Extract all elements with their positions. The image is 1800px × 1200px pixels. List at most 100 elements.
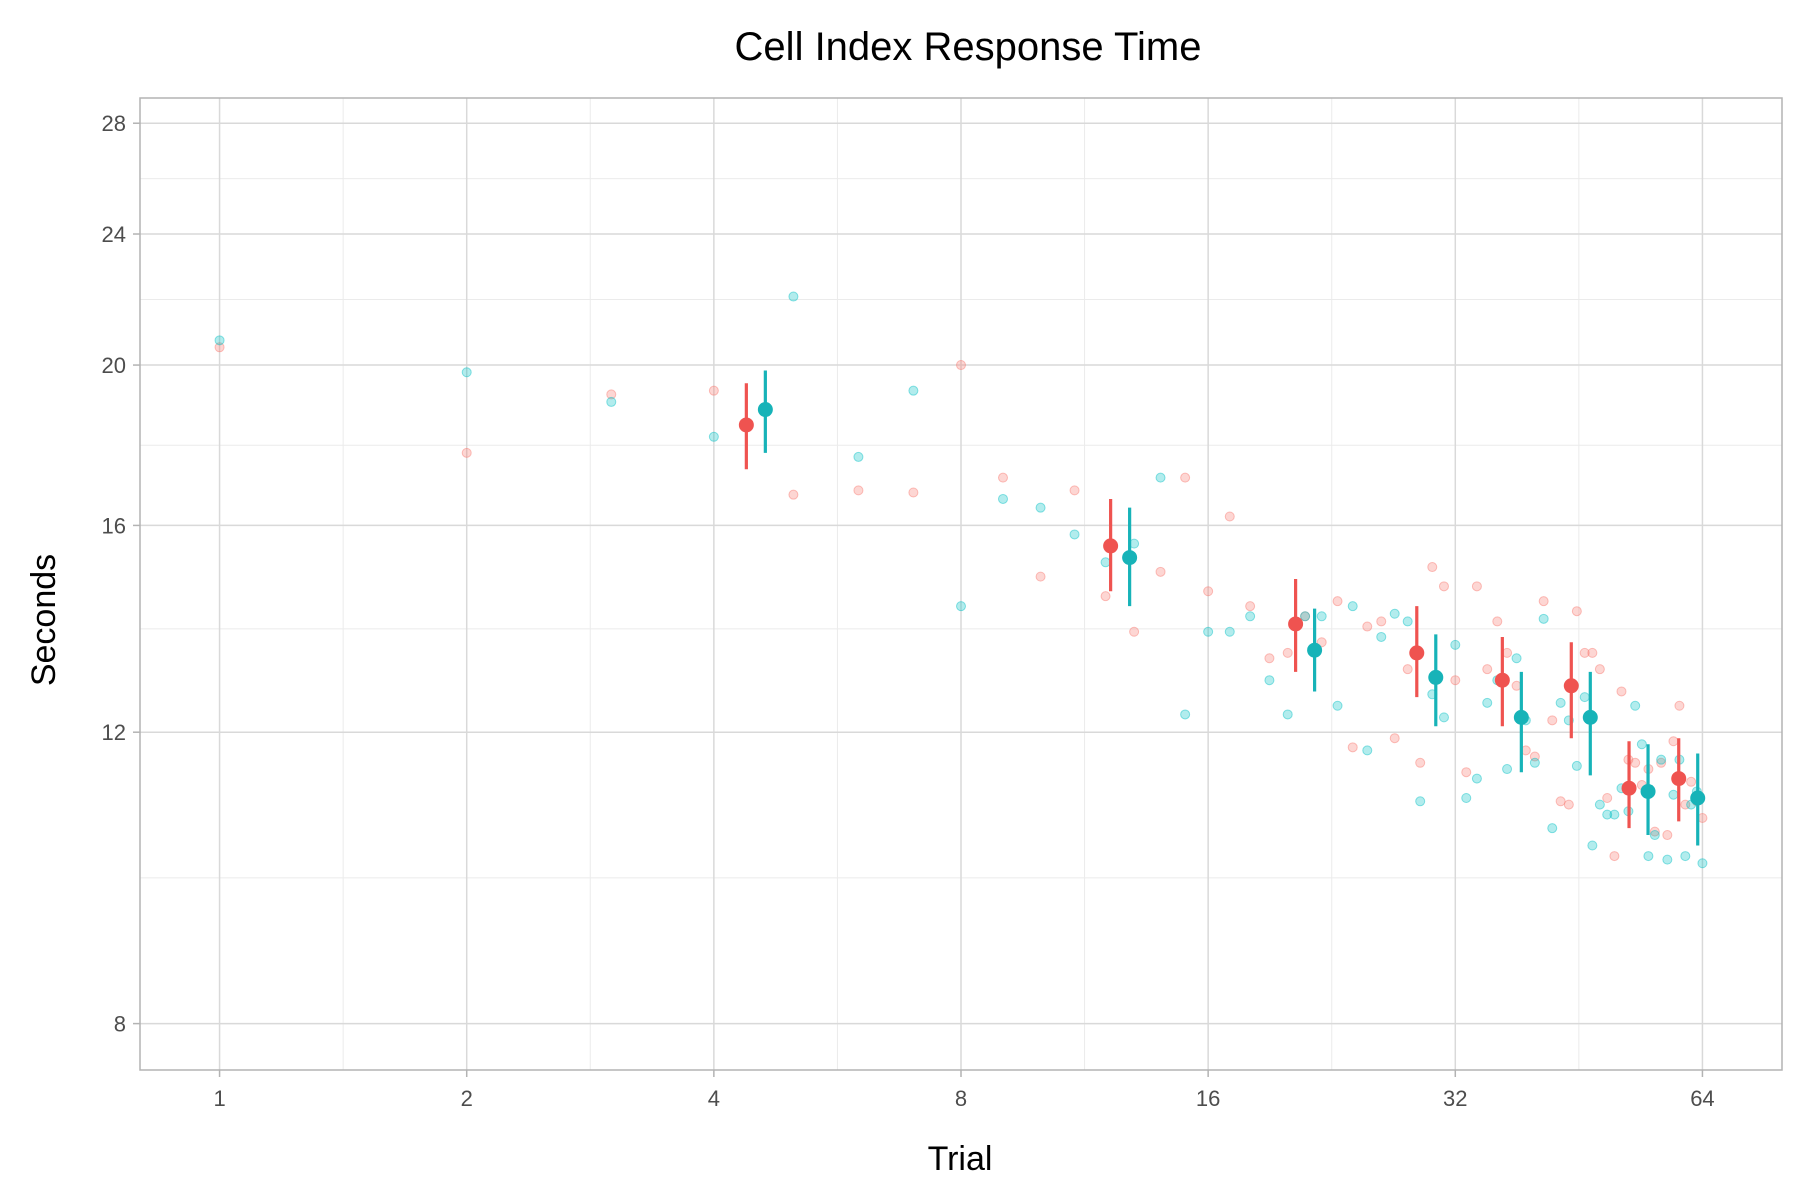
data-point [1282,647,1293,658]
data-point [1529,757,1540,768]
data-point [853,451,864,462]
data-point [1402,664,1413,675]
data-point [1587,647,1598,658]
data-point [1502,764,1513,775]
summary-point [1103,538,1119,554]
data-point [1155,472,1166,483]
data-point [1100,557,1111,568]
summary-point [738,417,754,433]
data-point [1492,616,1503,627]
data-point [956,360,966,371]
y-tick-label: 20 [102,353,126,378]
data-point [1656,757,1667,768]
data-point [461,447,472,458]
y-tick-label: 28 [102,111,126,136]
data-point [1680,799,1691,810]
data-point [1680,851,1691,862]
data-point [788,489,799,500]
data-point [1389,608,1400,619]
chart-title: Cell Index Response Time [735,25,1202,69]
data-point [1609,851,1620,862]
data-point [1471,581,1482,592]
x-tick-label: 32 [1443,1086,1467,1111]
data-point [1609,809,1620,820]
summary-point [757,402,773,418]
data-point [214,342,225,353]
data-point [1069,529,1080,540]
data-point [1649,830,1660,841]
data-point [1656,754,1667,765]
data-point [1461,793,1472,804]
data-point [1450,675,1461,686]
data-point [1571,606,1582,617]
data-point [1461,767,1472,778]
summary-point [1582,709,1598,725]
summary-point [1494,672,1510,688]
data-point [708,431,719,442]
summary-point [1640,783,1656,799]
data-point [1571,760,1582,771]
data-point [1362,745,1373,756]
data-point [1035,571,1046,582]
x-tick-label: 16 [1196,1086,1220,1111]
data-point [1668,736,1679,747]
y-tick-label: 16 [102,513,126,538]
data-point [1316,611,1327,622]
data-point [1636,739,1647,750]
data-point [214,335,225,346]
data-point [1438,581,1449,592]
data-point [1594,799,1605,810]
x-tick-label: 2 [461,1086,473,1111]
data-point [461,367,472,378]
data-point [606,389,617,400]
data-point [1415,757,1426,768]
data-point [1203,586,1214,597]
data-point [908,487,919,498]
data-point [1264,653,1275,664]
data-point [1587,840,1598,851]
data-point [1511,653,1522,664]
data-point [708,385,719,396]
data-point [1376,616,1387,627]
data-point [1203,626,1214,637]
data-point [1602,793,1613,804]
data-point [1450,639,1461,650]
y-tick-label: 8 [114,1012,126,1037]
data-point [1674,700,1685,711]
data-point [1547,715,1558,726]
y-tick-label: 24 [102,222,126,247]
data-point [1224,626,1235,637]
summary-point [1122,550,1138,566]
data-point [1555,697,1566,708]
grid [140,98,1782,1070]
data-point [788,291,799,302]
data-point [1579,692,1590,703]
data-point [1616,686,1627,697]
data-point [1482,664,1493,675]
data-point [1415,796,1426,807]
data-point [908,385,919,396]
data-point [1529,751,1540,762]
data-point [1662,830,1673,841]
data-point [1332,700,1343,711]
data-point [997,493,1008,504]
y-axis-title: Seconds [25,554,63,686]
data-points [214,291,1708,869]
summary-point [1409,645,1425,661]
data-point [1563,799,1574,810]
data-point [1389,733,1400,744]
summary-point [1307,642,1323,658]
data-point [1668,789,1679,800]
data-point [1282,709,1293,720]
data-point [1347,742,1358,753]
data-point [1180,709,1191,720]
data-point [1427,562,1438,573]
summary-points [738,370,1706,846]
data-point [1035,502,1046,513]
data-point [1069,485,1080,496]
data-point [1649,826,1660,837]
data-point [1100,591,1111,602]
